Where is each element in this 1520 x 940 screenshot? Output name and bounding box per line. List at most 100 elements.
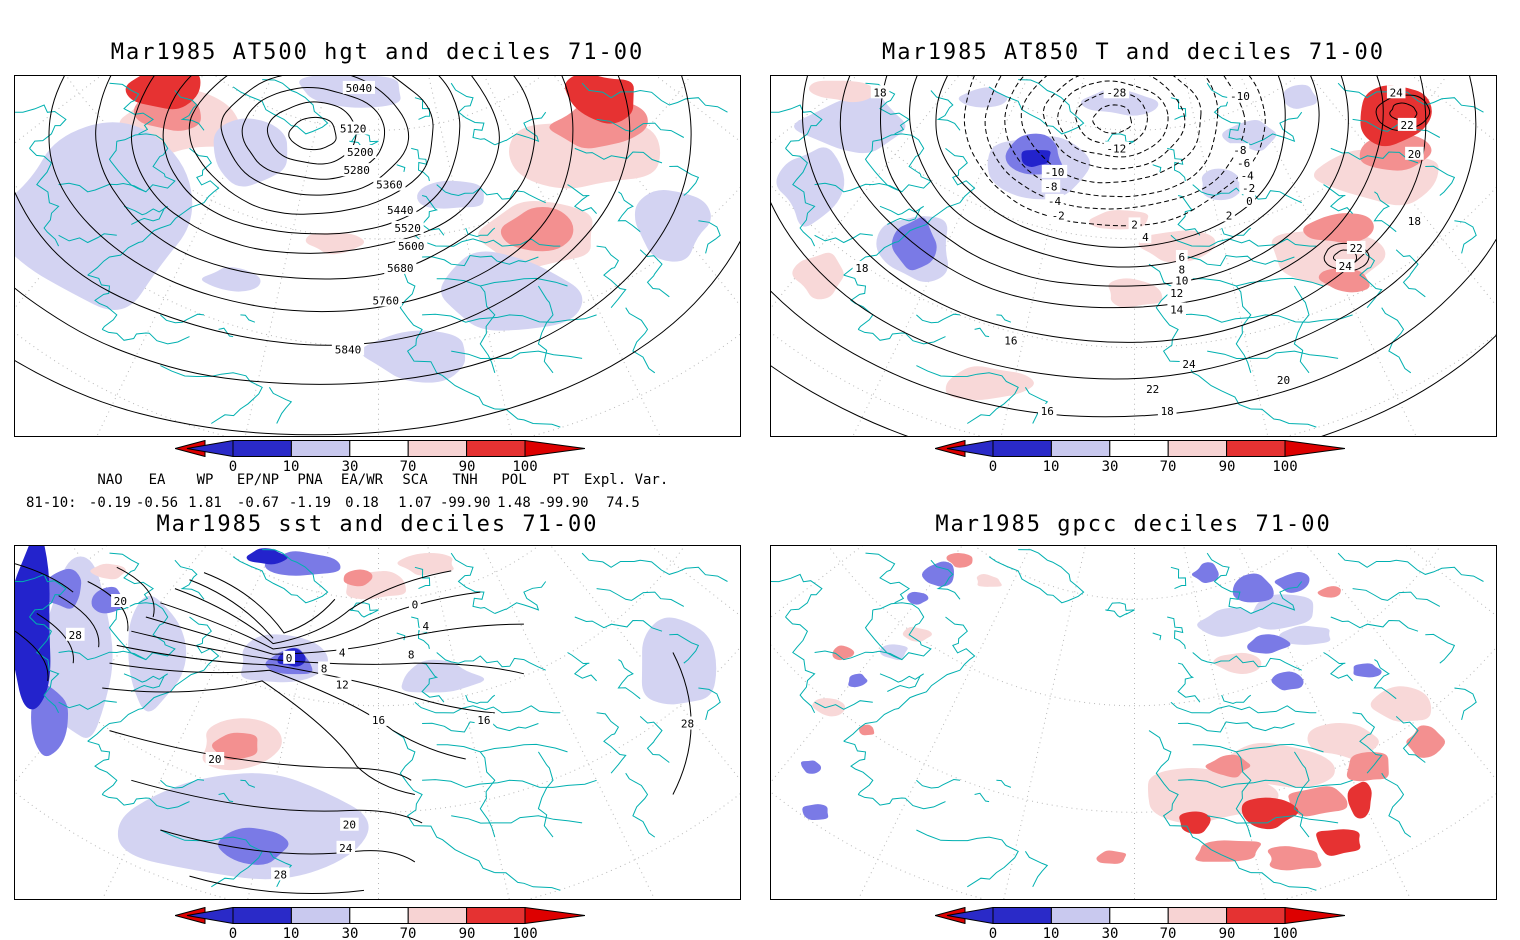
colorbar-tick: 70 — [1159, 459, 1177, 475]
svg-text:20: 20 — [1277, 374, 1290, 387]
svg-text:12: 12 — [1170, 287, 1183, 300]
colorbar-tick: 10 — [282, 459, 300, 475]
graticule — [771, 546, 1496, 899]
graticule — [15, 546, 740, 899]
svg-text:24: 24 — [1339, 260, 1353, 273]
index-value: -0.19 — [88, 495, 132, 511]
coastlines — [15, 79, 728, 428]
colorbar-tick: 10 — [1042, 459, 1060, 475]
svg-text:5280: 5280 — [343, 164, 370, 177]
svg-text:-28: -28 — [1106, 86, 1126, 99]
colorbar-tick: 0 — [228, 459, 238, 475]
index-value: -99.90 — [538, 495, 589, 511]
svg-text:16: 16 — [1004, 334, 1017, 347]
svg-text:20: 20 — [114, 595, 127, 608]
colorbar-segment — [1050, 440, 1111, 457]
index-name: POL — [501, 472, 527, 488]
colorbar-tick: 90 — [458, 459, 476, 475]
colorbar-tick: 90 — [1218, 459, 1236, 475]
colorbar-tick: 70 — [399, 926, 417, 940]
colorbar-gradient — [175, 440, 585, 457]
index-value: -0.67 — [236, 495, 280, 511]
colorbar-segment — [466, 440, 526, 457]
svg-text:-2: -2 — [1052, 209, 1065, 222]
svg-text:22: 22 — [1400, 119, 1413, 132]
colorbar-left-arrow — [946, 440, 994, 457]
index-name: EP/NP — [236, 472, 280, 488]
colorbar-segment — [1050, 907, 1111, 924]
index-name: WP — [196, 472, 214, 488]
index-value: 1.81 — [188, 495, 222, 511]
svg-text:28: 28 — [69, 629, 82, 642]
map-at500-hgt-deciles: 5040 5120 5200 5280 5360 5440 5520 5600 5680 5760… — [14, 75, 741, 437]
colorbar-tick: 100 — [512, 459, 538, 475]
teleconnection-indices: NAO EA WP EP/NP PNA EA/WR SCA TNH POL PT Expl. Var… — [14, 472, 669, 518]
map-at850-t-deciles: 18 -28 -10-12-10-8-4-2-8-6-4-2022468101214… — [770, 75, 1497, 437]
colorbar-tick: 0 — [988, 926, 998, 940]
svg-text:-12: -12 — [1106, 142, 1126, 155]
svg-text:22: 22 — [1350, 242, 1363, 255]
colorbar-right-arrow — [524, 907, 585, 924]
index-value: -1.19 — [288, 495, 332, 511]
decile-colorbar-at850: 0 10 30 70 90 100 — [935, 440, 1345, 476]
colorbar-tick: 100 — [1272, 926, 1298, 940]
svg-text:16: 16 — [372, 714, 385, 727]
panel-title-at500: Mar1985 AT500 hgt and deciles 71-00 — [110, 40, 645, 65]
colorbar-segment — [349, 440, 409, 457]
colorbar-tick: 10 — [282, 926, 300, 940]
index-row-label: 81-10: — [26, 495, 77, 511]
coastlines — [15, 549, 728, 891]
colorbar-segment — [992, 440, 1052, 457]
svg-text:22: 22 — [1146, 383, 1159, 396]
svg-text:-6: -6 — [1237, 157, 1250, 170]
contour-labels: 5040 5120 5200 5280 5360 5440 5520 5600 5680 5760… — [331, 80, 428, 356]
index-name: PNA — [297, 472, 323, 488]
svg-text:-8: -8 — [1233, 144, 1246, 157]
colorbar-tick: 30 — [1101, 459, 1119, 475]
coastlines — [771, 549, 1484, 891]
index-values-row: 81-10: -0.19 -0.56 1.81 -0.67 -1.19 0.18 1.07 -9… — [14, 495, 662, 511]
index-spacer — [14, 472, 86, 488]
svg-text:5840: 5840 — [335, 343, 362, 356]
colorbar-right-arrow — [524, 440, 585, 457]
svg-text:24: 24 — [339, 842, 353, 855]
decile-shading — [15, 76, 711, 383]
decile-shading — [800, 553, 1446, 871]
colorbar-segment — [407, 907, 468, 924]
colorbar-segment — [232, 907, 292, 924]
svg-text:-4: -4 — [1048, 195, 1062, 208]
decile-colorbar-at500: 0 10 30 70 90 100 — [175, 440, 585, 476]
colorbar-tick: 30 — [341, 459, 359, 475]
colorbar-tick: 10 — [1042, 926, 1060, 940]
svg-text:2: 2 — [1131, 218, 1138, 231]
colorbar-segment — [1226, 440, 1286, 457]
decile-colorbar-sst: 0 10 30 70 90 100 — [175, 907, 585, 940]
svg-text:20: 20 — [343, 819, 356, 832]
svg-text:-2: -2 — [1242, 182, 1255, 195]
contours — [771, 76, 1496, 436]
index-name: Expl. Var. — [584, 472, 669, 488]
svg-text:18: 18 — [873, 86, 886, 99]
index-value: 74.5 — [606, 495, 640, 511]
svg-text:10: 10 — [1175, 275, 1188, 288]
colorbar-tick: 90 — [1218, 926, 1236, 940]
colorbar-tick: 90 — [458, 926, 476, 940]
decile-colorbar-gpcc: 0 10 30 70 90 100 — [935, 907, 1345, 940]
index-value: 0.18 — [345, 495, 379, 511]
index-value: -0.56 — [135, 495, 179, 511]
panel-title-sst: Mar1985 sst and deciles 71-00 — [156, 512, 599, 537]
index-value: 1.48 — [497, 495, 531, 511]
svg-text:20: 20 — [208, 753, 221, 766]
svg-text:5520: 5520 — [394, 222, 421, 235]
map-gpcc-deciles — [770, 545, 1497, 900]
svg-text:28: 28 — [681, 718, 694, 731]
svg-text:5600: 5600 — [398, 240, 425, 253]
svg-text:24: 24 — [1182, 358, 1196, 371]
svg-text:5040: 5040 — [346, 82, 373, 95]
svg-text:12: 12 — [336, 679, 349, 692]
svg-text:5120: 5120 — [340, 123, 367, 136]
colorbar-tick: 0 — [988, 459, 998, 475]
